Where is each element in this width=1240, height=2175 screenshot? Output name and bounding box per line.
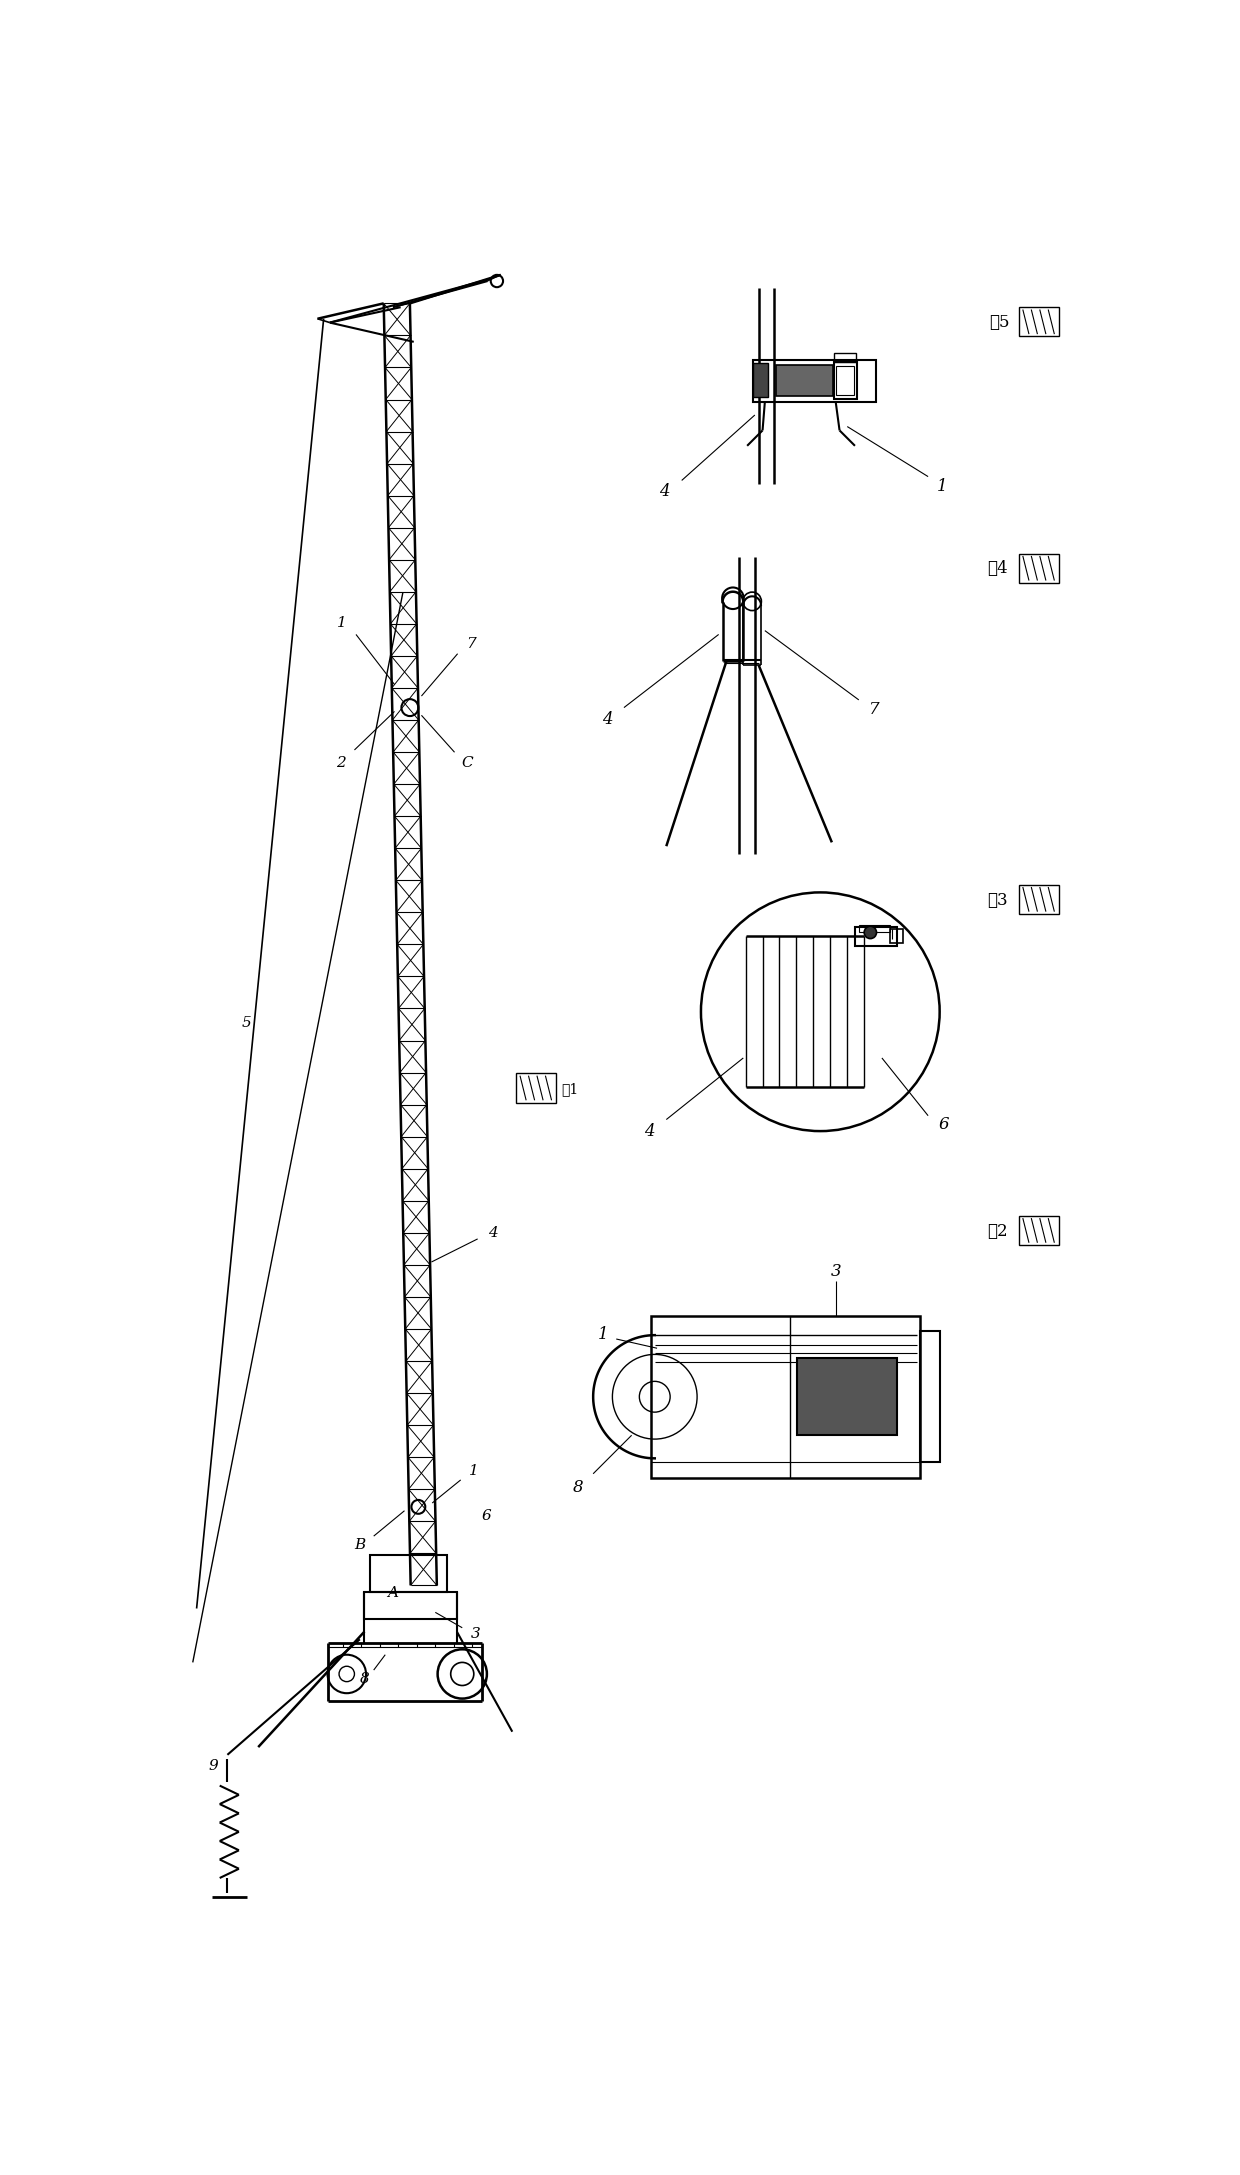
Bar (797, 1357, 898, 1436)
Bar (776, 365, 833, 396)
Text: 4: 4 (660, 483, 670, 500)
Bar (370, 1555, 446, 1592)
Bar (651, 1316, 920, 1477)
Text: 2: 2 (336, 757, 346, 770)
Bar (753, 363, 768, 398)
Bar (836, 365, 854, 396)
Text: 图5: 图5 (990, 313, 1009, 331)
Text: 6: 6 (481, 1509, 491, 1522)
Text: 图1: 图1 (562, 1081, 579, 1096)
Bar (920, 1331, 940, 1462)
Bar (1019, 1216, 1059, 1244)
Text: 4: 4 (644, 1122, 655, 1140)
Bar (797, 1357, 898, 1436)
Bar (365, 1592, 456, 1618)
Text: B: B (355, 1538, 366, 1553)
Text: 8: 8 (573, 1479, 583, 1496)
Bar (835, 361, 857, 398)
Text: 3: 3 (471, 1627, 481, 1640)
Bar (854, 927, 898, 946)
Text: 图3: 图3 (987, 892, 1008, 909)
Text: 图4: 图4 (987, 561, 1008, 579)
Text: 4: 4 (489, 1227, 498, 1240)
Text: 1: 1 (337, 616, 347, 631)
Bar (835, 352, 856, 361)
Text: 5: 5 (242, 1016, 252, 1031)
Bar (1019, 555, 1059, 583)
Bar (1019, 307, 1059, 337)
Text: 8: 8 (360, 1673, 370, 1686)
Bar (753, 359, 875, 402)
Text: 4: 4 (601, 711, 613, 729)
Bar (1019, 885, 1059, 913)
Bar (859, 924, 889, 933)
Text: A: A (387, 1586, 398, 1601)
Text: 9: 9 (208, 1760, 218, 1773)
Text: 1: 1 (936, 478, 947, 496)
Text: C: C (461, 757, 474, 770)
Text: 1: 1 (469, 1464, 479, 1477)
Text: 7: 7 (466, 637, 476, 652)
Circle shape (864, 927, 877, 940)
Text: 6: 6 (939, 1116, 949, 1133)
Text: 1: 1 (598, 1327, 609, 1342)
Bar (516, 1072, 557, 1103)
Text: 7: 7 (869, 700, 879, 718)
Bar (889, 929, 904, 944)
Text: 图2: 图2 (987, 1222, 1008, 1240)
Text: 3: 3 (831, 1264, 841, 1279)
